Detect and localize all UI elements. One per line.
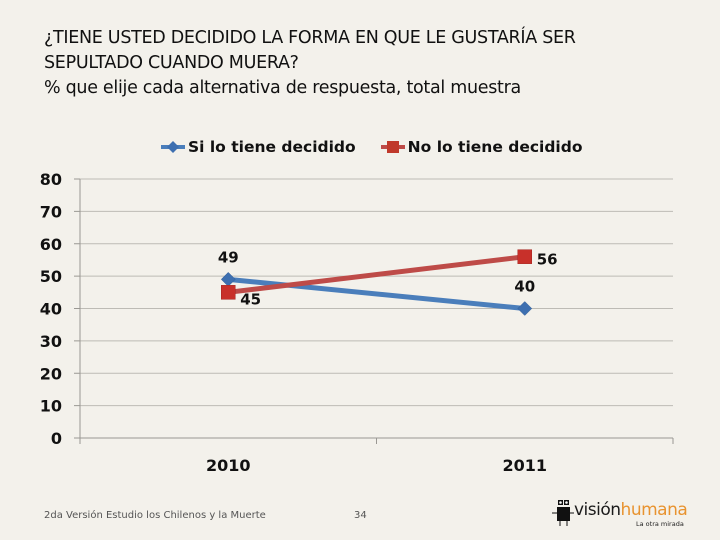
logo-word-accent: humana xyxy=(620,500,688,520)
data-label: 45 xyxy=(240,290,261,308)
footer-study-name: 2da Versión Estudio los Chilenos y la Mu… xyxy=(44,510,266,521)
y-tick-label: 30 xyxy=(40,332,62,351)
data-labels: 49 40 45 56 xyxy=(218,248,558,308)
legend-item-no: No lo tiene decidido xyxy=(380,138,583,156)
series-lines xyxy=(227,254,526,311)
diamond-marker-icon xyxy=(161,141,185,153)
camera-robot-icon xyxy=(552,500,574,526)
series-markers xyxy=(220,249,533,316)
slide-title-block: ¿TIENE USTED DECIDIDO LA FORMA EN QUE LE… xyxy=(44,26,576,101)
series-line-1 xyxy=(227,254,526,295)
y-tick-labels: 0 10 20 30 40 50 60 70 80 xyxy=(40,170,62,448)
square-marker xyxy=(221,285,236,300)
legend-label-si: Si lo tiene decidido xyxy=(188,138,356,156)
logo-wordmark: visiónhumana xyxy=(574,500,688,520)
legend-label-no: No lo tiene decidido xyxy=(407,138,583,156)
square-marker xyxy=(517,249,532,264)
x-tick-label: 2010 xyxy=(206,456,251,475)
x-tick-label: 2011 xyxy=(502,456,547,475)
slide-subtitle: % que elije cada alternativa de respuest… xyxy=(44,78,521,98)
chart-legend: Si lo tiene decidido No lo tiene decidid… xyxy=(160,135,607,159)
diamond-marker xyxy=(220,272,236,287)
vision-humana-logo: visiónhumana La otra mirada xyxy=(552,498,712,534)
y-tick-label: 10 xyxy=(40,397,62,416)
page-number: 34 xyxy=(354,510,367,521)
y-tick-label: 20 xyxy=(40,364,62,383)
y-tick-label: 80 xyxy=(40,170,62,189)
slide-title-line-1: ¿TIENE USTED DECIDIDO LA FORMA EN QUE LE… xyxy=(44,28,576,48)
x-tick-labels: 2010 2011 xyxy=(206,456,547,475)
y-tick-label: 0 xyxy=(51,429,62,448)
y-tick-label: 50 xyxy=(40,267,62,286)
legend-item-si: Si lo tiene decidido xyxy=(160,138,356,156)
y-tick-label: 40 xyxy=(40,300,62,319)
data-label: 49 xyxy=(218,248,239,266)
logo-tagline: La otra mirada xyxy=(636,520,684,528)
logo-word-dark: visión xyxy=(574,500,621,520)
axes xyxy=(74,178,674,444)
series-line-0 xyxy=(228,276,525,311)
square-marker-icon xyxy=(380,141,405,153)
data-label: 40 xyxy=(514,278,535,296)
y-tick-label: 70 xyxy=(40,202,62,221)
data-label: 56 xyxy=(537,251,558,269)
y-tick-label: 60 xyxy=(40,235,62,254)
slide-title-line-2: SEPULTADO CUANDO MUERA? xyxy=(44,53,299,73)
diamond-marker xyxy=(517,301,533,316)
